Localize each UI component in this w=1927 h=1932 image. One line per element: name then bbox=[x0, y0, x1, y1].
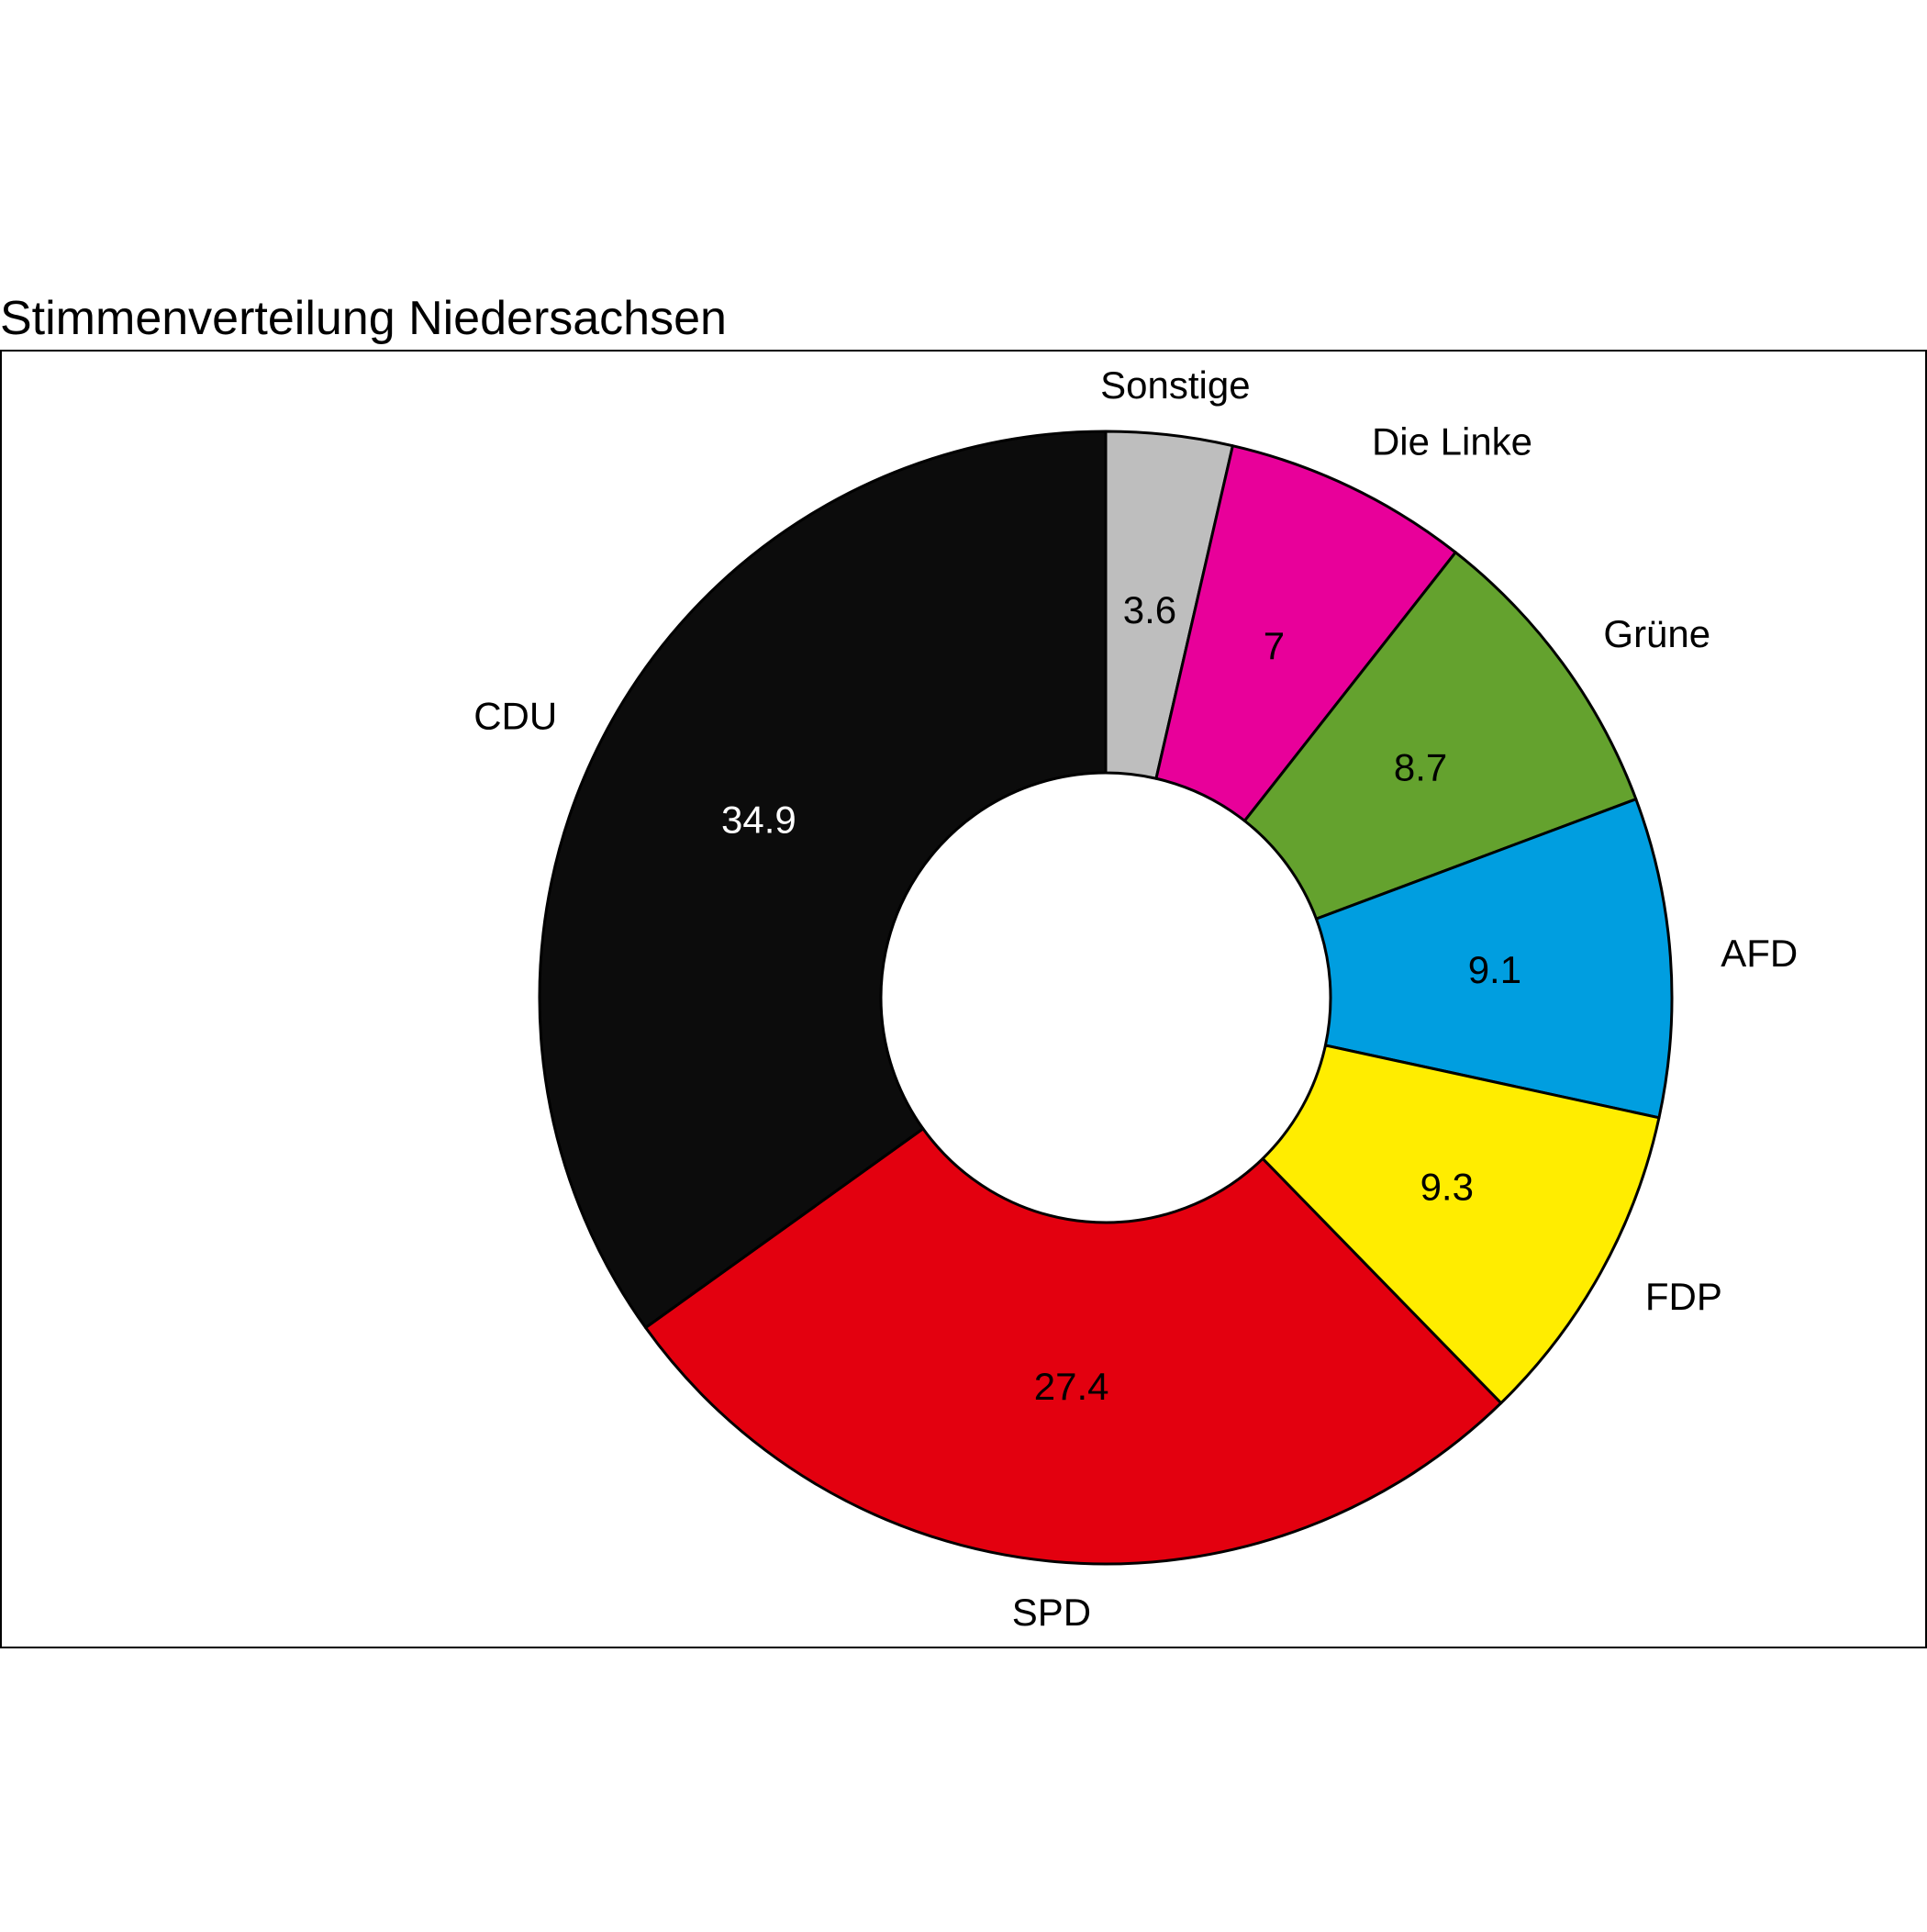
category-label-die-linke: Die Linke bbox=[1372, 419, 1532, 463]
category-labels-group: Sonstige Die Linke Grüne AFD FDP SPD CDU bbox=[473, 363, 1798, 1634]
value-label-die-linke: 7 bbox=[1264, 624, 1285, 667]
slices-group bbox=[538, 430, 1674, 1566]
category-label-spd: SPD bbox=[1012, 1591, 1091, 1634]
value-label-spd: 27.4 bbox=[1034, 1365, 1109, 1408]
slice-grune bbox=[1242, 551, 1638, 921]
slice-cdu bbox=[538, 430, 1108, 1330]
slice-fdp bbox=[1261, 1044, 1661, 1405]
category-label-fdp: FDP bbox=[1645, 1275, 1722, 1318]
slice-afd bbox=[1314, 798, 1674, 1120]
category-label-grune: Grüne bbox=[1603, 612, 1710, 655]
category-label-cdu: CDU bbox=[473, 695, 557, 738]
value-label-cdu: 34.9 bbox=[721, 798, 796, 841]
plot-frame bbox=[0, 350, 1927, 1648]
value-label-sonstige: 3.6 bbox=[1123, 588, 1176, 631]
value-label-fdp: 9.3 bbox=[1420, 1165, 1474, 1208]
value-label-afd: 9.1 bbox=[1468, 948, 1521, 991]
slice-die-linke bbox=[1154, 444, 1457, 822]
chart-title: Stimmenverteilung Niedersachsen bbox=[0, 292, 727, 345]
category-label-afd: AFD bbox=[1721, 932, 1798, 975]
category-label-sonstige: Sonstige bbox=[1100, 363, 1250, 407]
value-labels-group: 3.6 7 8.7 9.1 9.3 27.4 34.9 bbox=[721, 588, 1521, 1408]
slice-spd bbox=[644, 1127, 1503, 1566]
value-label-grune: 8.7 bbox=[1394, 746, 1447, 789]
